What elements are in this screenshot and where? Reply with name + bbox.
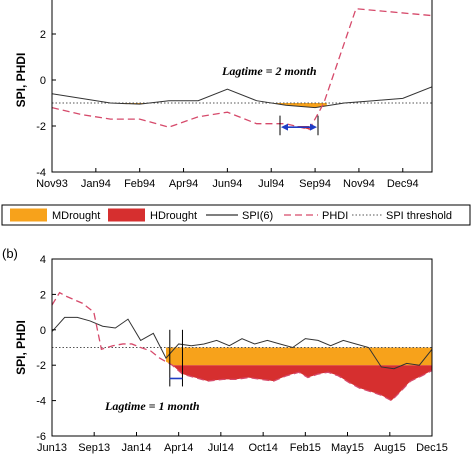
y-axis-label: SPI, PHDI: [14, 53, 28, 108]
x-tick-label: Dec94: [387, 178, 419, 190]
x-tick-label: Apr14: [164, 442, 193, 454]
y-tick-label: 0: [40, 325, 46, 337]
x-tick-label: Oct14: [248, 442, 277, 454]
y-tick-label: 0: [40, 75, 46, 87]
mdrought-area: [271, 103, 327, 108]
y-axis-label: SPI, PHDI: [14, 320, 28, 375]
x-tick-label: May15: [331, 442, 364, 454]
y-tick-label: 4: [40, 254, 46, 266]
lagtime-annotation: Lagtime = 2 month: [221, 64, 317, 78]
x-tick-label: Sep94: [299, 178, 331, 190]
legend-label-phdi: PHDI: [322, 210, 348, 222]
legend-label-threshold: SPI threshold: [386, 210, 452, 222]
lag-arrow-head-left: [281, 123, 288, 131]
x-tick-label: Sep13: [78, 442, 110, 454]
chart-panel-a: -4 -2 0 2 Nov93 Jan94 Feb94 Apr94 Jun94 Jul94 Sep9…: [14, 0, 433, 190]
panel-label: (b): [2, 246, 18, 261]
x-tick-label: Jul94: [258, 178, 284, 190]
y-tick-label: -6: [36, 431, 46, 443]
x-tick-label: Jun94: [212, 178, 242, 190]
plot-area: [52, 8, 432, 131]
hdrought-area: [172, 365, 432, 401]
x-tick-label: Feb94: [124, 178, 155, 190]
x-tick-label: Feb15: [290, 442, 321, 454]
x-tick-label: Jan94: [81, 178, 111, 190]
y-tick-label: 2: [40, 29, 46, 41]
y-tick-label: -2: [36, 360, 46, 372]
legend-label-mdrought: MDrought: [52, 210, 100, 222]
plot-area: [52, 291, 432, 402]
phdi-series-line: [52, 8, 432, 131]
spi-series-line: [52, 316, 432, 370]
y-tick-label: 2: [40, 289, 46, 301]
y-tick-label: -4: [36, 167, 46, 179]
spi-series-line: [52, 86, 432, 109]
x-tick-label: Jul14: [208, 442, 234, 454]
x-tick-label: Aug15: [374, 442, 406, 454]
lagtime-annotation: Lagtime = 1 month: [104, 399, 200, 413]
x-tick-label: Jan14: [121, 442, 151, 454]
legend-swatch-hdrought: [108, 208, 145, 222]
legend: MDrought HDrought SPI(6) PHDI SPI threshold: [1, 204, 471, 226]
y-tick-label: -4: [36, 396, 46, 408]
x-tick-label: Jun13: [37, 442, 67, 454]
legend-label-hdrought: HDrought: [150, 210, 197, 222]
x-tick-label: Nov93: [36, 178, 68, 190]
y-tick-label: -2: [36, 121, 46, 133]
chart-panel-b: -6 -4 -2 0 2 4 Jun13 Sep13 Jan14 Apr14 Jul14 Oct14 F…: [2, 246, 448, 454]
x-tick-label: Dec15: [416, 442, 448, 454]
x-tick-label: Apr94: [169, 178, 198, 190]
plot-frame: [51, 0, 433, 173]
phdi-series-line: [52, 291, 432, 402]
plot-frame: [51, 258, 433, 437]
lag-arrow-head-right: [310, 123, 317, 131]
legend-label-spi: SPI(6): [242, 210, 273, 222]
mdrought-area: [166, 347, 432, 366]
x-tick-label: Nov94: [343, 178, 375, 190]
legend-swatch-mdrought: [10, 208, 47, 222]
